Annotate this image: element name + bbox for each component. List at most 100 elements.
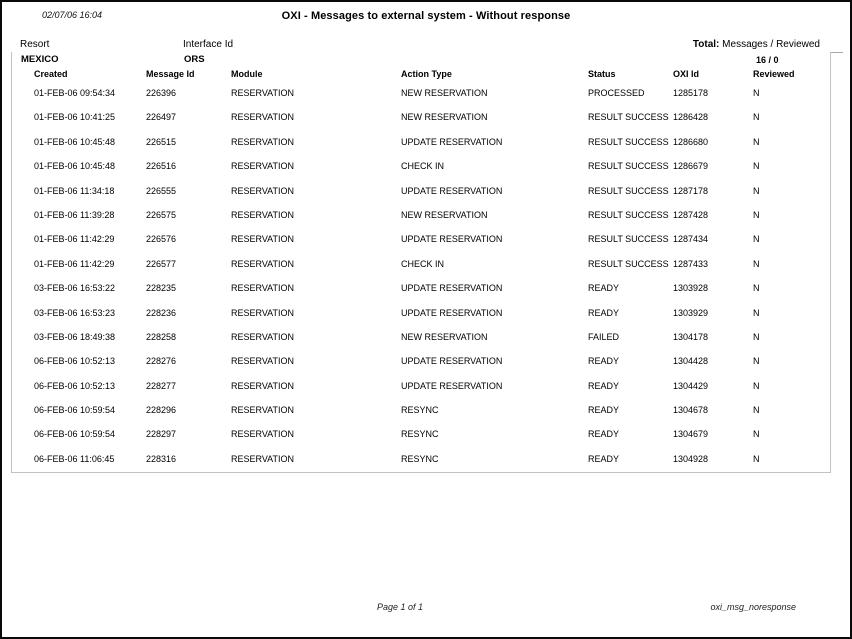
cell-status: PROCESSED bbox=[588, 88, 645, 98]
cell-created: 01-FEB-06 11:39:28 bbox=[34, 209, 115, 220]
table-row: 03-FEB-06 16:53:23 228236 RESERVATION UPDAT… bbox=[12, 304, 830, 328]
table-row: 01-FEB-06 11:34:18 226555 RESERVATION UPDAT… bbox=[12, 182, 830, 206]
cell-status: READY bbox=[588, 453, 620, 464]
cell-oxi-id: 1304678 bbox=[673, 405, 709, 416]
cell-module: RESERVATION bbox=[231, 136, 295, 147]
cell-oxi-id: 1303928 bbox=[673, 283, 709, 294]
cell-module: RESERVATION bbox=[231, 161, 295, 172]
cell-module: RESERVATION bbox=[231, 453, 295, 464]
cell-status: READY bbox=[588, 405, 620, 416]
cell-status: RESULT SUCCESS bbox=[588, 136, 669, 147]
table-row: 03-FEB-06 16:53:22 228235 RESERVATION UPDAT… bbox=[12, 279, 830, 303]
cell-created: 03-FEB-06 16:53:22 bbox=[34, 283, 116, 294]
total-label: Total: bbox=[692, 39, 720, 50]
cell-reviewed: N bbox=[753, 185, 760, 196]
cell-oxi-id: 1286679 bbox=[673, 161, 709, 172]
message-table: Created Message Id Module Action Type St… bbox=[12, 67, 830, 472]
cell-message-id: 226555 bbox=[146, 185, 177, 196]
cell-status: READY bbox=[588, 429, 620, 440]
cell-message-id: 228235 bbox=[146, 283, 177, 294]
table-header-row: Created Message Id Module Action Type St… bbox=[12, 67, 830, 84]
cell-action-type: UPDATE RESERVATION bbox=[401, 234, 503, 245]
cell-created: 01-FEB-06 09:54:34 bbox=[34, 88, 116, 98]
cell-oxi-id: 1287178 bbox=[673, 185, 709, 196]
cell-reviewed: N bbox=[753, 161, 760, 172]
total-caption: Total: Messages / Reviewed bbox=[693, 39, 820, 50]
table-row: 01-FEB-06 11:42:29 226577 RESERVATION CHECK… bbox=[12, 255, 830, 279]
total-caption-text: Messages / Reviewed bbox=[722, 39, 820, 50]
cell-message-id: 228258 bbox=[146, 331, 177, 342]
cell-action-type: UPDATE RESERVATION bbox=[401, 185, 503, 196]
generated-timestamp: 02/07/06 16:04 bbox=[42, 10, 103, 20]
cell-action-type: NEW RESERVATION bbox=[401, 331, 488, 342]
cell-oxi-id: 1286428 bbox=[673, 112, 709, 123]
cell-oxi-id: 1287428 bbox=[673, 209, 709, 220]
cell-created: 01-FEB-06 11:42:29 bbox=[34, 258, 115, 269]
cell-action-type: RESYNC bbox=[401, 453, 439, 464]
cell-oxi-id: 1304178 bbox=[673, 331, 709, 342]
col-header-oxi-id: OXI Id bbox=[673, 69, 700, 79]
cell-message-id: 228296 bbox=[146, 405, 177, 416]
cell-module: RESERVATION bbox=[231, 331, 295, 342]
cell-action-type: CHECK IN bbox=[401, 161, 445, 172]
cell-created: 06-FEB-06 10:59:54 bbox=[34, 429, 116, 440]
col-header-action-type: Action Type bbox=[401, 69, 452, 79]
table-header: Created Message Id Module Action Type St… bbox=[12, 67, 830, 84]
col-header-message-id: Message Id bbox=[146, 69, 195, 79]
cell-message-id: 228297 bbox=[146, 429, 177, 440]
page-indicator: Page 1 of 1 bbox=[377, 602, 424, 612]
cell-action-type: NEW RESERVATION bbox=[401, 209, 488, 220]
cell-module: RESERVATION bbox=[231, 356, 295, 367]
table-row: 01-FEB-06 10:41:25 226497 RESERVATION NEW R… bbox=[12, 108, 830, 132]
cell-created: 01-FEB-06 10:41:25 bbox=[34, 112, 116, 123]
cell-created: 01-FEB-06 11:34:18 bbox=[34, 185, 115, 196]
cell-action-type: UPDATE RESERVATION bbox=[401, 283, 503, 294]
table-row: 01-FEB-06 11:42:29 226576 RESERVATION UPDAT… bbox=[12, 230, 830, 254]
cell-message-id: 228276 bbox=[146, 356, 177, 367]
cell-created: 01-FEB-06 11:42:29 bbox=[34, 234, 115, 245]
group-total-value: 16 / 0 bbox=[756, 55, 779, 65]
table-row: 06-FEB-06 10:59:54 228297 RESERVATION RESYN… bbox=[12, 425, 830, 449]
cell-message-id: 228316 bbox=[146, 453, 177, 464]
cell-message-id: 226516 bbox=[146, 161, 177, 172]
col-header-created: Created bbox=[34, 69, 68, 79]
cell-oxi-id: 1286680 bbox=[673, 136, 709, 147]
cell-module: RESERVATION bbox=[231, 185, 295, 196]
page-title: OXI - Messages to external system - With… bbox=[281, 10, 571, 22]
table-row: 01-FEB-06 10:45:48 226516 RESERVATION CHECK… bbox=[12, 157, 830, 181]
cell-action-type: RESYNC bbox=[401, 405, 439, 416]
cell-module: RESERVATION bbox=[231, 209, 295, 220]
cell-message-id: 226515 bbox=[146, 136, 177, 147]
interface-id-label: Interface Id bbox=[183, 39, 234, 50]
table-row: 06-FEB-06 10:52:13 228276 RESERVATION UPDAT… bbox=[12, 352, 830, 376]
cell-status: READY bbox=[588, 283, 620, 294]
cell-created: 06-FEB-06 11:06:45 bbox=[34, 453, 115, 464]
cell-reviewed: N bbox=[753, 258, 760, 269]
cell-created: 03-FEB-06 18:49:38 bbox=[34, 331, 116, 342]
cell-action-type: RESYNC bbox=[401, 429, 439, 440]
cell-module: RESERVATION bbox=[231, 88, 295, 98]
cell-oxi-id: 1303929 bbox=[673, 307, 709, 318]
table-row: 01-FEB-06 11:39:28 226575 RESERVATION NEW R… bbox=[12, 206, 830, 230]
cell-action-type: UPDATE RESERVATION bbox=[401, 380, 503, 391]
cell-reviewed: N bbox=[753, 209, 760, 220]
cell-status: RESULT SUCCESS bbox=[588, 161, 669, 172]
cell-created: 06-FEB-06 10:52:13 bbox=[34, 380, 116, 391]
cell-created: 01-FEB-06 10:45:48 bbox=[34, 136, 116, 147]
cell-module: RESERVATION bbox=[231, 380, 295, 391]
message-table-container: MEXICO ORS 16 / 0 Created Message Id Mod… bbox=[11, 52, 831, 473]
table-row: 06-FEB-06 11:06:45 228316 RESERVATION RESYN… bbox=[12, 450, 830, 472]
col-header-reviewed: Reviewed bbox=[753, 69, 795, 79]
cell-action-type: UPDATE RESERVATION bbox=[401, 356, 503, 367]
cell-created: 06-FEB-06 10:59:54 bbox=[34, 405, 116, 416]
cell-oxi-id: 1304428 bbox=[673, 356, 709, 367]
cell-oxi-id: 1304928 bbox=[673, 453, 709, 464]
cell-action-type: CHECK IN bbox=[401, 258, 445, 269]
cell-reviewed: N bbox=[753, 380, 760, 391]
cell-status: RESULT SUCCESS bbox=[588, 185, 669, 196]
cell-reviewed: N bbox=[753, 429, 760, 440]
cell-oxi-id: 1287434 bbox=[673, 234, 709, 245]
cell-message-id: 228236 bbox=[146, 307, 177, 318]
cell-reviewed: N bbox=[753, 405, 760, 416]
